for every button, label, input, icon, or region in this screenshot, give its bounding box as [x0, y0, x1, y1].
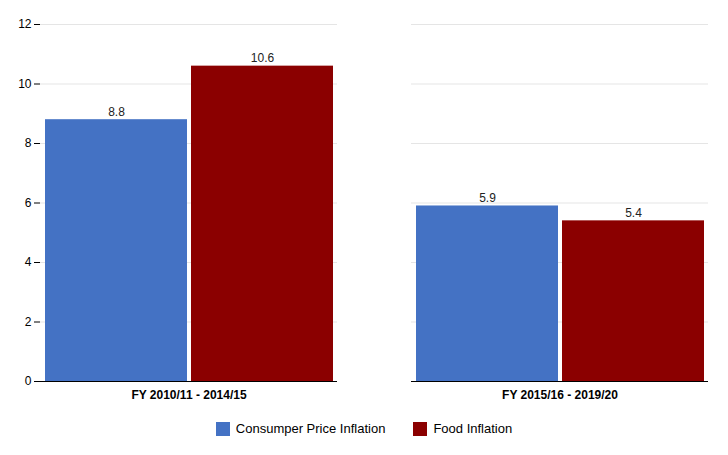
svg-text:10: 10 [18, 77, 32, 91]
svg-text:FY 2015/16 - 2019/20: FY 2015/16 - 2019/20 [502, 388, 618, 402]
svg-text:5.4: 5.4 [625, 206, 642, 220]
html-text:Food Inflation: Food Inflation [433, 421, 513, 436]
svg-text:2: 2 [25, 315, 32, 329]
svg-text:4: 4 [25, 255, 32, 269]
svg-text:8.8: 8.8 [108, 105, 125, 119]
svg-text:0: 0 [25, 374, 32, 388]
svg-text:FY 2010/11 - 2014/15: FY 2010/11 - 2014/15 [131, 388, 247, 402]
svg-text:10.6: 10.6 [251, 51, 275, 65]
html-text:Consumper Price Inflation: Consumper Price Inflation [235, 421, 386, 436]
svg-text:6: 6 [25, 196, 32, 210]
svg-text:5.9: 5.9 [479, 191, 496, 205]
svg-text:8: 8 [25, 136, 32, 150]
svg-text:12: 12 [18, 17, 32, 31]
